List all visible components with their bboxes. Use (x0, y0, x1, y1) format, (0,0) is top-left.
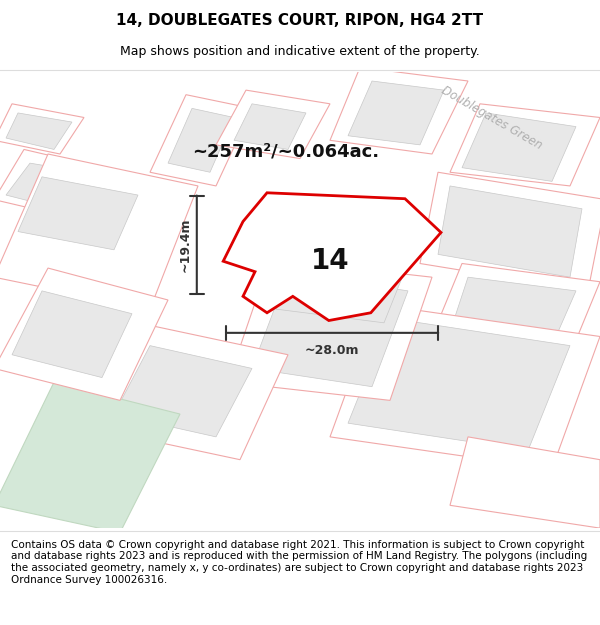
Text: 14: 14 (311, 248, 349, 275)
Text: Contains OS data © Crown copyright and database right 2021. This information is : Contains OS data © Crown copyright and d… (11, 540, 587, 584)
Polygon shape (438, 186, 582, 278)
Polygon shape (90, 322, 288, 460)
Text: ~257m²/~0.064ac.: ~257m²/~0.064ac. (192, 142, 379, 161)
Polygon shape (0, 149, 102, 218)
Polygon shape (420, 173, 600, 291)
Polygon shape (462, 113, 576, 181)
Polygon shape (223, 192, 441, 321)
Polygon shape (6, 163, 84, 209)
Polygon shape (234, 104, 306, 149)
Polygon shape (0, 104, 84, 154)
Polygon shape (450, 104, 600, 186)
Polygon shape (114, 346, 252, 437)
Polygon shape (450, 437, 600, 528)
Polygon shape (0, 382, 180, 532)
Polygon shape (0, 268, 168, 401)
Polygon shape (432, 264, 600, 355)
Polygon shape (348, 318, 570, 451)
Polygon shape (330, 304, 600, 469)
Text: Map shows position and indicative extent of the property.: Map shows position and indicative extent… (120, 45, 480, 58)
Polygon shape (228, 259, 432, 401)
Text: ~28.0m: ~28.0m (305, 344, 359, 357)
Text: 14, DOUBLEGATES COURT, RIPON, HG4 2TT: 14, DOUBLEGATES COURT, RIPON, HG4 2TT (116, 12, 484, 28)
Text: Doublegates Green: Doublegates Green (439, 83, 545, 152)
Polygon shape (150, 94, 252, 186)
Polygon shape (12, 291, 132, 378)
Polygon shape (6, 113, 72, 149)
Polygon shape (450, 278, 576, 346)
Polygon shape (0, 154, 198, 309)
Polygon shape (216, 90, 330, 159)
Polygon shape (276, 204, 426, 322)
Polygon shape (168, 108, 234, 172)
Polygon shape (252, 272, 408, 387)
Polygon shape (330, 68, 468, 154)
Text: ~19.4m: ~19.4m (179, 217, 192, 272)
Polygon shape (348, 81, 444, 145)
Polygon shape (18, 177, 138, 250)
